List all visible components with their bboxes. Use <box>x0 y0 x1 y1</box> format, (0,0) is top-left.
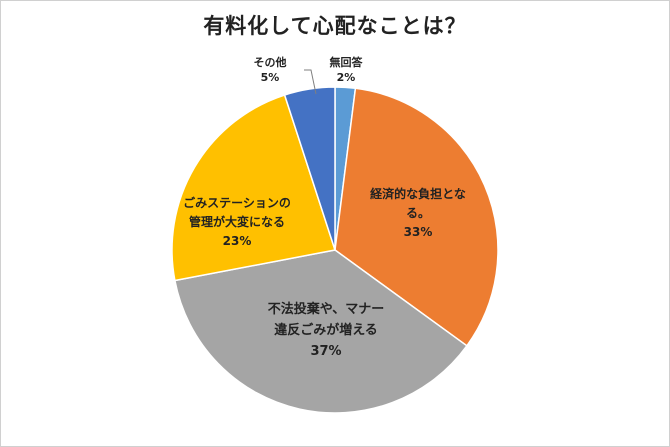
slice-label-2: 不法投棄や、マナー違反ごみが増える 37% <box>268 301 385 359</box>
slice-label-line: その他 <box>254 55 287 69</box>
slice-label-line: 経済的な負担とな <box>370 186 466 201</box>
slice-label-line: 無回答 <box>330 55 364 69</box>
slice-value-label: 5% <box>261 71 280 84</box>
leader-line-4 <box>304 69 317 95</box>
slice-label-line: 管理が大変になる <box>189 214 285 229</box>
slice-label-3: ごみステーションの管理が大変になる 23% <box>183 195 291 248</box>
pie-slice-1 <box>334 87 499 347</box>
slice-label-1: 経済的な負担となる。 33% <box>370 186 466 239</box>
slice-label-0: 無回答 2% <box>330 55 364 84</box>
slice-value-label: 37% <box>310 344 341 359</box>
pie-slice-4 <box>283 86 336 251</box>
slice-label-line: 違反ごみが増える <box>274 322 378 338</box>
slice-label-line: ごみステーションの <box>183 195 291 210</box>
pie-slice-3 <box>171 94 336 282</box>
slice-value-label: 23% <box>223 234 252 248</box>
slice-value-label: 33% <box>404 225 433 239</box>
slice-label-line: 不法投棄や、マナー <box>268 301 385 317</box>
chart-title: 有料化して心配なことは？ <box>203 14 467 38</box>
slice-label-4: その他 5% <box>254 55 287 84</box>
slice-label-line: る。 <box>406 206 430 220</box>
slice-value-label: 2% <box>337 71 356 84</box>
pie-slice-2 <box>174 249 468 414</box>
